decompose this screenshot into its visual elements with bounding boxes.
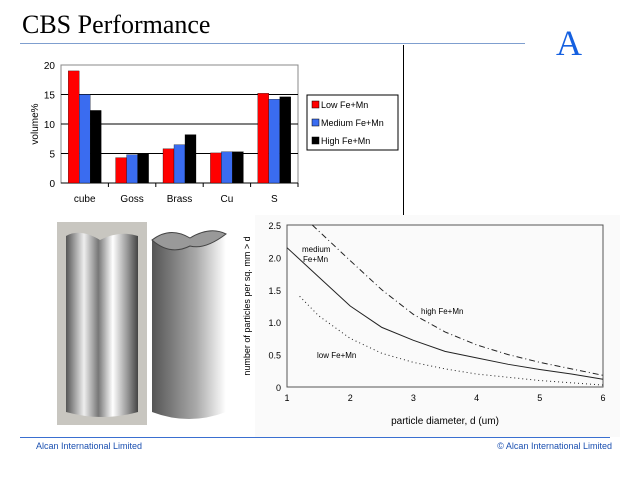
y-tick-label: 1.0 <box>268 318 281 328</box>
bar-Goss-0 <box>115 157 127 184</box>
x-tick-label: 5 <box>537 393 542 403</box>
footer-divider <box>20 437 610 438</box>
y-tick-label: 2.0 <box>268 253 281 263</box>
bar-Cu-1 <box>221 151 233 184</box>
x-tick-label: Cu <box>221 194 234 205</box>
x-axis-label: particle diameter, d (um) <box>391 416 499 427</box>
line-chart: 0 0.5 1.0 1.5 2.0 2.5 1 2 3 4 5 6 particle diameter,… <box>242 215 620 437</box>
bar-S-1 <box>268 99 280 184</box>
x-tick-label: Goss <box>120 194 143 205</box>
cylinder-drawing-top <box>151 230 227 251</box>
x-tick-label: cube <box>74 194 96 205</box>
x-tick-label: 4 <box>474 393 479 403</box>
curve-dashdot <box>311 224 604 376</box>
scan-background <box>255 215 620 437</box>
x-tick-label: S <box>271 194 278 205</box>
legend-label: Low Fe+Mn <box>321 100 368 110</box>
bar-S-2 <box>279 96 291 184</box>
curve-dotted <box>299 295 604 386</box>
series-label-medium-1: medium <box>302 245 331 254</box>
y-axis-label: volume% <box>30 103 41 144</box>
vertical-divider <box>403 45 404 215</box>
y-tick-label: 10 <box>44 120 56 131</box>
legend-swatch <box>311 136 320 145</box>
series-label-high: high Fe+Mn <box>421 307 463 316</box>
y-tick-label: 15 <box>44 91 56 102</box>
x-tick-label: 2 <box>348 393 353 403</box>
x-tick-label: 6 <box>600 393 605 403</box>
legend-box <box>306 94 399 151</box>
bar-Cu-0 <box>210 152 222 184</box>
bar-cube-1 <box>79 94 91 184</box>
x-tick-label: 3 <box>411 393 416 403</box>
y-tick-label: 5 <box>49 150 55 161</box>
bar-S-0 <box>257 93 269 184</box>
y-tick-label: 2.5 <box>268 221 281 231</box>
bar-Goss-1 <box>126 154 138 184</box>
slide-title: CBS Performance <box>22 10 211 39</box>
footer-right: © Alcan International Limited <box>497 441 612 451</box>
x-tick-label: 1 <box>284 393 289 403</box>
footer-left: Alcan International Limited <box>36 441 143 451</box>
y-tick-label: 0 <box>49 179 55 190</box>
series-label-low: low Fe+Mn <box>317 351 356 360</box>
y-tick-label: 0 <box>276 383 281 393</box>
x-tick-label: Brass <box>167 194 193 205</box>
curve-solid <box>286 247 604 380</box>
legend-label: Medium Fe+Mn <box>321 118 384 128</box>
bar-Brass-2 <box>184 134 197 184</box>
bar-Brass-1 <box>173 144 186 184</box>
title-divider <box>20 43 525 44</box>
slide-letter: A <box>556 23 582 63</box>
series-label-medium-2: Fe+Mn <box>303 255 328 264</box>
y-axis-label: number of particles per sq. mm > d <box>242 236 252 375</box>
bar-Goss-2 <box>137 153 149 184</box>
bar-cube-2 <box>90 110 102 184</box>
bar-chart: 0 5 10 15 20 volume% cube Goss Brass Cu S Low Fe+Mn… <box>30 61 399 205</box>
cylinder-photo <box>57 222 227 425</box>
bar-Cu-2 <box>232 151 244 184</box>
legend-swatch <box>311 118 320 127</box>
cylinder-photo-shape <box>66 232 138 417</box>
y-tick-label: 20 <box>44 61 56 72</box>
cylinder-drawing <box>152 230 226 419</box>
y-tick-label: 1.5 <box>268 286 281 296</box>
y-tick-label: 0.5 <box>268 351 281 361</box>
bar-Brass-0 <box>162 148 175 184</box>
legend-swatch <box>311 100 320 109</box>
bar-cube-0 <box>68 70 80 184</box>
line-plot-area <box>286 224 604 388</box>
legend-label: High Fe+Mn <box>321 136 370 146</box>
